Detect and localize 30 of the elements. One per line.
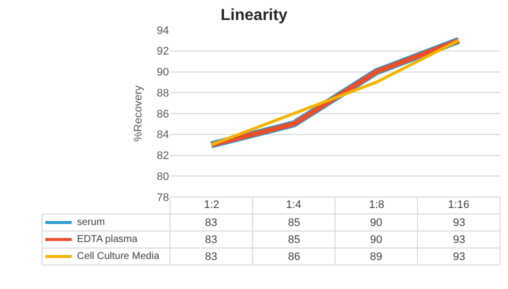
y-tick-label: 82 (156, 150, 169, 162)
y-tick-label: 90 (156, 66, 169, 79)
x-tick-label: 1:4 (286, 199, 302, 211)
y-tick-label: 92 (156, 46, 169, 58)
data-label: 85 (288, 217, 300, 229)
data-label: 86 (288, 251, 300, 263)
legend-label: Cell Culture Media (77, 251, 160, 262)
x-tick-label: 1:2 (204, 199, 220, 211)
data-label: 83 (205, 251, 218, 263)
y-tick-label: 86 (156, 108, 169, 120)
y-tick-label: 94 (156, 24, 169, 37)
data-label: 90 (370, 217, 382, 229)
y-axis-title: %Recovery (132, 84, 144, 142)
y-tick-label: 84 (156, 129, 169, 142)
y-tick-label: 78 (156, 192, 169, 204)
legend-label: EDTA plasma (77, 234, 138, 245)
legend-label: serum (77, 217, 105, 228)
x-tick-label: 1:8 (369, 199, 384, 211)
data-label: 93 (453, 234, 466, 246)
data-label: 85 (288, 234, 300, 246)
data-label: 83 (205, 234, 218, 246)
data-label: 93 (453, 217, 466, 229)
data-label: 90 (370, 234, 382, 246)
y-tick-label: 80 (156, 170, 169, 183)
data-label: 93 (453, 251, 466, 263)
data-label: 89 (370, 251, 382, 263)
chart-title: Linearity (220, 6, 288, 24)
y-tick-label: 88 (156, 87, 169, 100)
x-tick-label: 1:16 (448, 199, 470, 211)
data-label: 83 (205, 217, 218, 229)
